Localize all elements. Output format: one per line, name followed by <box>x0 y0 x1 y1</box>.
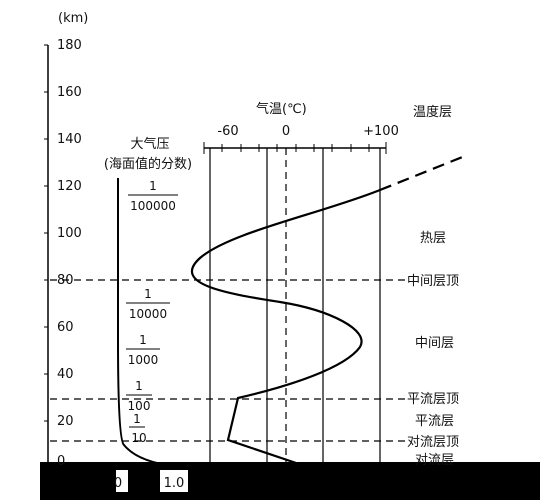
temp-tick-minus60: -60 <box>217 124 238 139</box>
fraction-denominator: 100000 <box>130 199 176 213</box>
tick-label-100: 100 <box>57 226 82 241</box>
fraction-numerator: 1 <box>144 287 152 301</box>
tick-label-180: 180 <box>57 38 82 53</box>
pressure-bottom-zero: 0 <box>114 476 122 491</box>
fraction-1-10000: 1 10000 <box>126 287 170 321</box>
mesopause-label: 中间层顶 <box>407 274 459 289</box>
mesosphere-label: 中间层 <box>415 336 454 351</box>
pressure-one-box <box>160 470 188 492</box>
fraction-1-1000: 1 1000 <box>126 333 160 367</box>
fraction-numerator: 1 <box>149 179 157 193</box>
tick-label-160: 160 <box>57 85 82 100</box>
tropopause-label: 对流层顶 <box>407 435 459 450</box>
tick-label-140: 140 <box>57 132 82 147</box>
fraction-denominator: 1000 <box>128 353 159 367</box>
thermosphere-label: 热层 <box>420 231 446 246</box>
pressure-zero-box <box>116 470 128 492</box>
tick-label-120: 120 <box>57 179 82 194</box>
pressure-bottom-one: 1.0 <box>164 476 185 491</box>
temperature-guide-lines <box>209 148 381 470</box>
pressure-title-line2: (海面值的分数) <box>104 156 192 172</box>
fraction-denominator: 100 <box>128 399 151 413</box>
stratosphere-label: 平流层 <box>415 414 454 429</box>
temp-tick-plus100: +100 <box>363 124 399 139</box>
temperature-profile-curve <box>191 188 381 468</box>
fraction-1-10: 1 10 <box>129 412 147 445</box>
tick-label-0: 0 <box>57 454 65 469</box>
fraction-numerator: 1 <box>133 412 141 426</box>
temperature-profile-extension <box>379 154 466 192</box>
fraction-denominator: 10000 <box>129 307 167 321</box>
altitude-unit-label: (km) <box>58 11 88 26</box>
stratopause-label: 平流层顶 <box>407 392 459 407</box>
tick-label-20: 20 <box>57 414 74 429</box>
fraction-1-100: 1 100 <box>126 379 152 413</box>
fraction-numerator: 1 <box>135 379 143 393</box>
pressure-title-line1: 大气压 <box>130 136 169 152</box>
fraction-denominator: 10 <box>131 431 146 445</box>
tick-label-60: 60 <box>57 320 74 335</box>
pressure-curve <box>117 178 176 467</box>
fraction-numerator: 1 <box>139 333 147 347</box>
troposphere-label: 对流层 <box>415 453 454 468</box>
temp-tick-0: 0 <box>282 124 290 139</box>
altitude-ticks <box>44 44 48 469</box>
temperature-scale-ticks <box>203 142 387 154</box>
temperature-title: 气温(℃) <box>256 101 307 117</box>
tick-label-40: 40 <box>57 367 74 382</box>
layer-header-label: 温度层 <box>413 104 452 120</box>
fraction-1-100000: 1 100000 <box>128 179 178 213</box>
